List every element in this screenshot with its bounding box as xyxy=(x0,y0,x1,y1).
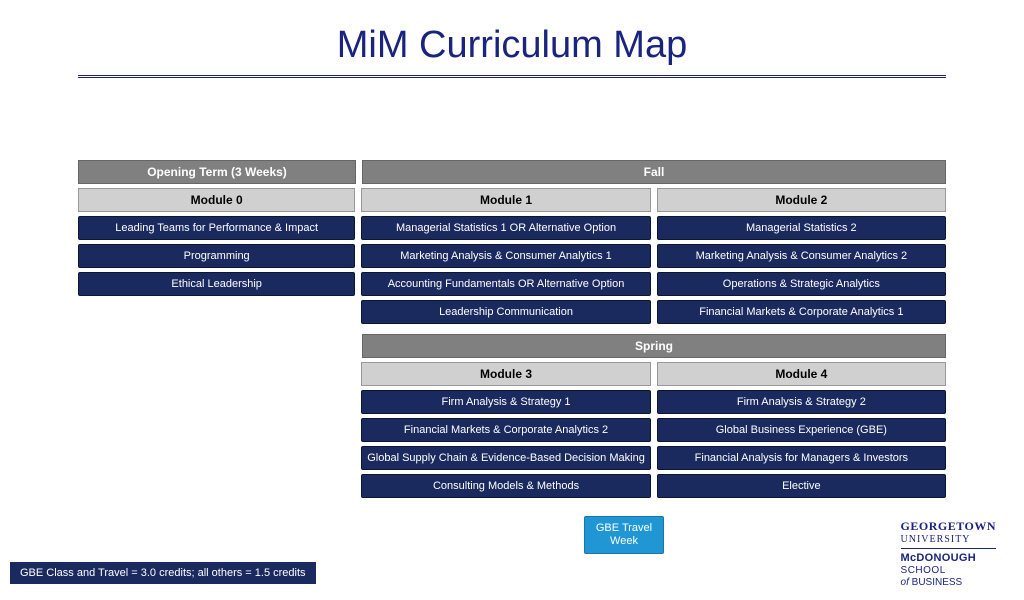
module-2-header: Module 2 xyxy=(657,188,946,212)
credits-footnote: GBE Class and Travel = 3.0 credits; all … xyxy=(10,562,316,584)
module-1-header: Module 1 xyxy=(361,188,650,212)
logo-line-1: GEORGETOWN xyxy=(901,520,996,534)
module-4-header: Module 4 xyxy=(657,362,946,386)
course-box: Financial Markets & Corporate Analytics … xyxy=(657,300,946,324)
school-logo: GEORGETOWN UNIVERSITY McDONOUGH SCHOOL o… xyxy=(901,520,996,588)
logo-line-3: McDONOUGH xyxy=(901,552,996,565)
courses-row-2: Firm Analysis & Strategy 1 Financial Mar… xyxy=(78,390,946,498)
course-box: Managerial Statistics 2 xyxy=(657,216,946,240)
logo-divider xyxy=(901,548,996,549)
course-box: Accounting Fundamentals OR Alternative O… xyxy=(361,272,650,296)
logo-line-4: SCHOOL xyxy=(901,565,996,577)
course-box: Marketing Analysis & Consumer Analytics … xyxy=(657,244,946,268)
course-box: Global Business Experience (GBE) xyxy=(657,418,946,442)
page-title: MiM Curriculum Map xyxy=(0,24,1024,67)
module-header-row-1: Module 0 Module 1 Module 2 xyxy=(78,188,946,212)
course-box: Managerial Statistics 1 OR Alternative O… xyxy=(361,216,650,240)
course-box: Firm Analysis & Strategy 2 xyxy=(657,390,946,414)
course-box: Elective xyxy=(657,474,946,498)
curriculum-grid: Opening Term (3 Weeks) Fall Module 0 Mod… xyxy=(78,160,946,502)
term-header-row-2: Spring xyxy=(78,334,946,358)
course-box: Global Supply Chain & Evidence-Based Dec… xyxy=(361,446,650,470)
course-box: Programming xyxy=(78,244,355,268)
module-4-courses: Firm Analysis & Strategy 2 Global Busine… xyxy=(657,390,946,498)
module-0-courses: Leading Teams for Performance & Impact P… xyxy=(78,216,355,324)
courses-row-1: Leading Teams for Performance & Impact P… xyxy=(78,216,946,324)
course-box: Financial Analysis for Managers & Invest… xyxy=(657,446,946,470)
course-box: Marketing Analysis & Consumer Analytics … xyxy=(361,244,650,268)
logo-line-2: UNIVERSITY xyxy=(901,534,996,546)
logo-line-5: of BUSINESS xyxy=(901,577,996,589)
course-box: Ethical Leadership xyxy=(78,272,355,296)
course-box: Leadership Communication xyxy=(361,300,650,324)
course-box: Consulting Models & Methods xyxy=(361,474,650,498)
course-box: Operations & Strategic Analytics xyxy=(657,272,946,296)
module-3-header: Module 3 xyxy=(361,362,650,386)
module-header-row-2: Module 3 Module 4 xyxy=(78,362,946,386)
term-header-row: Opening Term (3 Weeks) Fall xyxy=(78,160,946,184)
module-2-courses: Managerial Statistics 2 Marketing Analys… xyxy=(657,216,946,324)
course-box: Firm Analysis & Strategy 1 xyxy=(361,390,650,414)
course-box: Financial Markets & Corporate Analytics … xyxy=(361,418,650,442)
term-opening: Opening Term (3 Weeks) xyxy=(78,160,356,184)
title-divider xyxy=(78,75,946,79)
module-3-courses: Firm Analysis & Strategy 1 Financial Mar… xyxy=(361,390,650,498)
module-0-header: Module 0 xyxy=(78,188,355,212)
term-spring: Spring xyxy=(362,334,946,358)
course-box: Leading Teams for Performance & Impact xyxy=(78,216,355,240)
gbe-travel-box: GBE Travel Week xyxy=(584,516,664,554)
term-fall: Fall xyxy=(362,160,946,184)
module-1-courses: Managerial Statistics 1 OR Alternative O… xyxy=(361,216,650,324)
